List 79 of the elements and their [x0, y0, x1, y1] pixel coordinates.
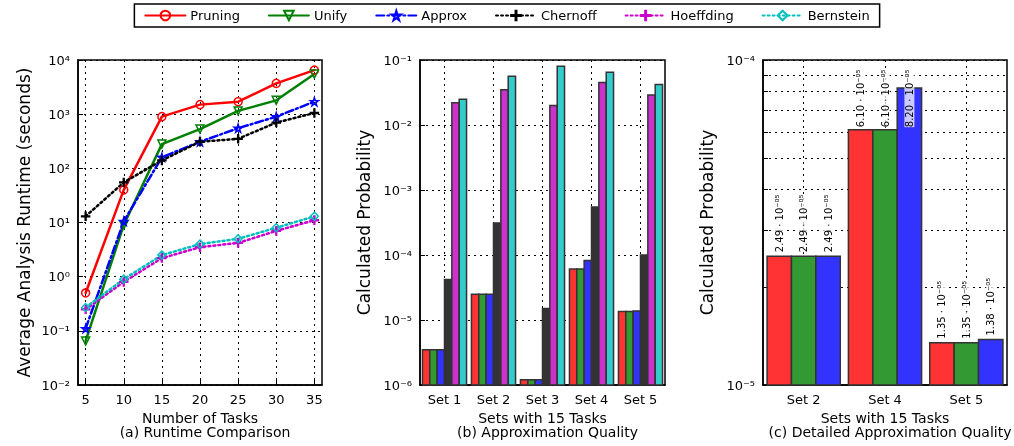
data-label: 8.20 · 10⁻⁰⁵ — [903, 69, 915, 128]
x-tick-label: 20 — [191, 392, 209, 407]
x-tick-label: 25 — [229, 392, 247, 407]
legend-label: Approx — [421, 8, 468, 23]
point — [233, 106, 243, 116]
point — [157, 139, 167, 149]
x-tick-label: 30 — [267, 392, 285, 407]
data-label: 1.35 · 10⁻⁰⁵ — [960, 280, 972, 339]
x-tick-label: Set 3 — [525, 392, 560, 407]
x-tick-label: Set 1 — [427, 392, 462, 407]
x-axis-title: Sets with 15 Tasks — [478, 409, 607, 426]
point — [195, 124, 205, 134]
legend-label: Pruning — [190, 8, 240, 23]
y-tick-label: 10⁻⁶ — [383, 377, 412, 393]
y-axis-title: Calculated Probability — [353, 129, 374, 316]
y-tick-label: 10⁻⁵ — [383, 312, 412, 328]
y-tick-label: 10² — [48, 160, 70, 176]
point — [271, 117, 281, 128]
y-tick-label: 10⁻⁴ — [726, 52, 755, 68]
data-label: 1.35 · 10⁻⁰⁵ — [936, 280, 948, 339]
x-tick-label: Set 5 — [949, 392, 984, 407]
point — [119, 177, 129, 188]
point — [309, 211, 320, 222]
y-tick-label: 10⁻² — [383, 117, 412, 133]
x-tick-label: Set 4 — [868, 392, 902, 407]
y-tick-label: 10⁻⁴ — [383, 247, 412, 263]
point — [233, 134, 243, 144]
y-tick-label: 10⁻⁵ — [726, 377, 755, 393]
point — [233, 238, 243, 248]
y-tick-label: 10⁰ — [48, 269, 70, 285]
x-tick-label: 15 — [153, 392, 171, 407]
y-tick-label: 10⁴ — [48, 52, 70, 68]
point — [195, 99, 205, 110]
point — [80, 211, 91, 222]
text: (a) Runtime Comparison — [119, 424, 291, 440]
legend-label: Unify — [313, 8, 348, 23]
y-axis-title: Average Analysis Runtime (seconds) — [13, 67, 34, 378]
data-label: 1.38 · 10⁻⁰⁵ — [985, 277, 997, 336]
x-tick-label: 35 — [306, 392, 323, 407]
y-tick-label: 10¹ — [48, 215, 70, 230]
data-label: 6.10 · 10⁻⁰⁵ — [855, 69, 867, 128]
point — [233, 96, 243, 107]
y-tick-label: 10⁻¹ — [383, 52, 412, 68]
x-tick-label: 10 — [115, 392, 133, 407]
legend-label: Chernoff — [541, 8, 598, 23]
point — [309, 108, 320, 118]
point — [233, 234, 243, 244]
point — [80, 336, 91, 346]
point — [119, 185, 129, 195]
x-tick-label: Set 4 — [574, 392, 609, 407]
y-tick-label: 10⁻³ — [383, 182, 412, 198]
point — [119, 220, 129, 230]
point — [271, 95, 281, 106]
x-tick-label: Set 5 — [623, 392, 658, 407]
data-label: 2.49 · 10⁻⁰⁵ — [773, 194, 785, 253]
x-tick-label: 5 — [81, 392, 90, 407]
point — [309, 96, 320, 107]
x-tick-label: Set 2 — [476, 392, 511, 407]
text: (b) Approximation Quality — [457, 424, 638, 440]
text: (c) Detailed Approximation Quality — [768, 424, 1012, 440]
legend-label: Bernstein — [807, 8, 870, 23]
point — [157, 111, 167, 122]
point — [80, 323, 91, 334]
point — [80, 288, 91, 298]
point — [271, 78, 281, 89]
y-tick-label: 10³ — [48, 106, 70, 122]
x-axis-title: Sets with 15 Tasks — [820, 409, 950, 426]
point — [309, 215, 320, 226]
data-label: 2.49 · 10⁻⁰⁵ — [822, 194, 834, 253]
point — [309, 69, 320, 79]
x-axis-title: Number of Tasks — [141, 409, 259, 426]
point — [309, 65, 320, 75]
data-label: 2.49 · 10⁻⁰⁵ — [798, 194, 810, 253]
y-tick-label: 10⁻² — [41, 377, 70, 393]
legend-label: Hoeffding — [670, 8, 734, 23]
data-label: 6.10 · 10⁻⁰⁵ — [879, 69, 891, 128]
x-tick-label: Set 2 — [786, 392, 821, 407]
y-axis-title: Calculated Probability — [696, 129, 717, 316]
y-tick-label: 10⁻¹ — [41, 323, 70, 339]
